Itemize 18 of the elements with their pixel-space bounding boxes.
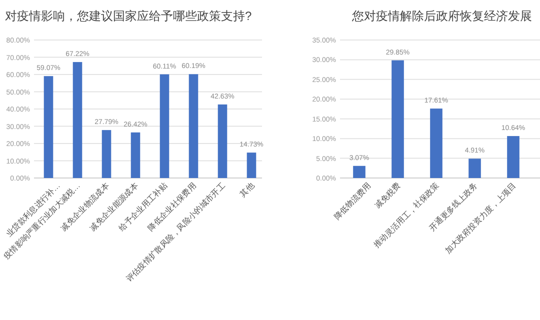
bar bbox=[218, 104, 228, 178]
bar bbox=[130, 132, 140, 178]
bar bbox=[353, 166, 366, 178]
bar bbox=[44, 76, 54, 178]
bar bbox=[72, 62, 82, 178]
x-tick-label: 降低物流费用 bbox=[332, 181, 373, 222]
chart-title: 您对疫情解除后政府恢复经济发展 bbox=[351, 9, 532, 23]
bar bbox=[392, 60, 404, 178]
bar bbox=[468, 158, 481, 178]
bar bbox=[246, 152, 256, 178]
x-tick-label: 其他 bbox=[238, 181, 256, 199]
bar bbox=[102, 130, 112, 178]
bar bbox=[188, 74, 198, 178]
bar bbox=[430, 108, 442, 178]
bar bbox=[160, 74, 170, 178]
bar bbox=[507, 136, 520, 178]
chart-title: 对疫情影响，您建议国家应给予哪些政策支持? bbox=[5, 9, 252, 23]
x-tick-label: 减免税费 bbox=[373, 181, 402, 210]
